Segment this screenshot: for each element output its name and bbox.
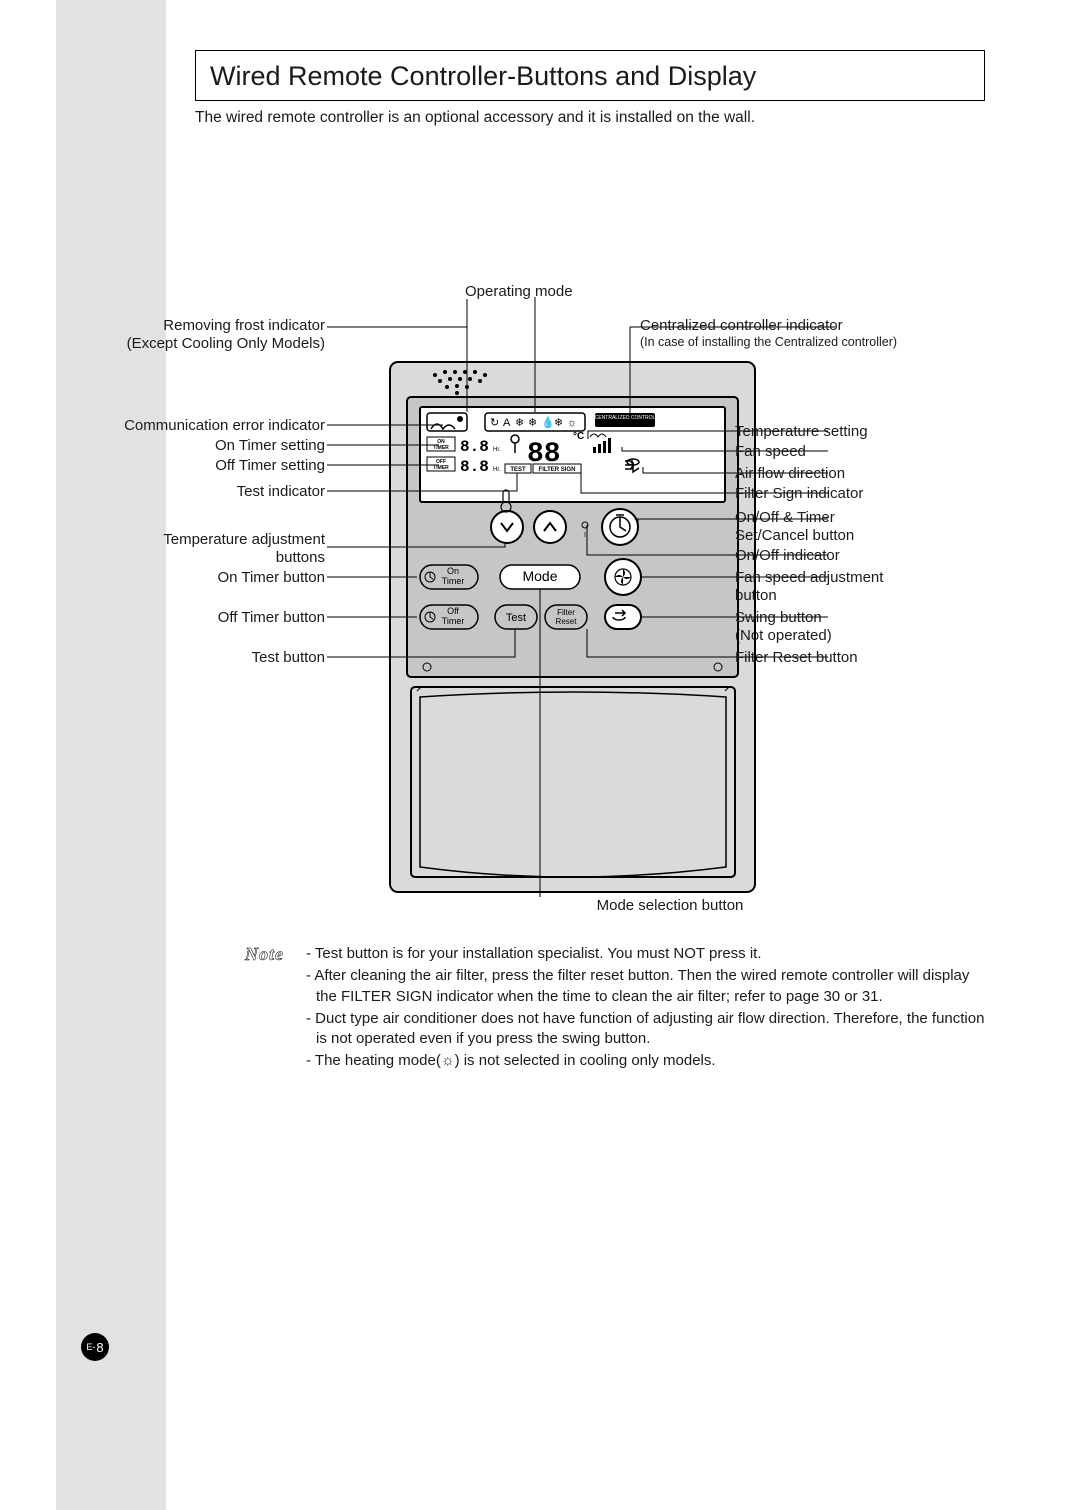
note-item: Test button is for your installation spe… [306, 944, 985, 964]
label-central-1: Centralized controller indicator [640, 317, 843, 336]
svg-text:❄: ❄ [515, 417, 524, 429]
svg-text:Hr.: Hr. [493, 447, 501, 453]
svg-text:Hr.: Hr. [493, 467, 501, 473]
label-fan-adj-2: button [735, 587, 777, 606]
label-on-timer-btn: On Timer button [217, 569, 325, 588]
label-comm-err: Communication error indicator [124, 417, 325, 436]
label-off-timer-set: Off Timer setting [215, 457, 325, 476]
svg-text:TIMER: TIMER [433, 465, 449, 471]
margin-bar [56, 0, 166, 1510]
label-temp-adj-1: Temperature adjustment [163, 531, 325, 550]
svg-text:❄: ❄ [528, 417, 537, 429]
label-on-timer-set: On Timer setting [215, 437, 325, 456]
svg-text:Timer: Timer [442, 576, 465, 586]
note-item: After cleaning the air filter, press the… [306, 966, 985, 1007]
svg-text:A: A [503, 417, 511, 429]
svg-text:☼: ☼ [567, 417, 577, 429]
svg-text:↻: ↻ [490, 417, 499, 429]
label-test-ind: Test indicator [237, 483, 325, 502]
label-swing-2: (Not operated) [735, 627, 832, 646]
page-content: Wired Remote Controller-Buttons and Disp… [195, 50, 985, 1074]
label-air-flow: Air flow direction [735, 465, 845, 484]
note-item: Duct type air conditioner does not have … [306, 1009, 985, 1050]
label-central-2: (In case of installing the Centralized c… [640, 335, 897, 351]
svg-text:Mode: Mode [522, 568, 557, 584]
svg-text:💧: 💧 [541, 416, 555, 429]
note-item: The heating mode(☼) is not selected in c… [306, 1051, 985, 1071]
svg-text:88: 88 [527, 439, 561, 470]
label-filter-reset: Filter Reset button [735, 649, 858, 668]
svg-text:°C: °C [573, 431, 584, 442]
label-swing-1: Swing button [735, 609, 822, 628]
svg-text:TIMER: TIMER [433, 445, 449, 451]
note-block: Note Test button is for your installatio… [245, 944, 985, 1074]
label-fan-speed: Fan speed [735, 443, 806, 462]
svg-text:Off: Off [447, 606, 459, 616]
svg-text:Reset: Reset [556, 617, 578, 626]
svg-text:8.8: 8.8 [460, 438, 489, 456]
label-fan-adj-1: Fan speed adjustment [735, 569, 883, 588]
svg-text:❄: ❄ [554, 417, 563, 429]
intro-text: The wired remote controller is an option… [195, 109, 985, 127]
label-temp-adj-2: buttons [276, 549, 325, 568]
diagram: ↻ A ❄ ❄ 💧 ❄ ☼ CENTRALIZED CONTROL ON TIM… [195, 167, 985, 907]
label-onoff-timer-2: Set/Cancel button [735, 527, 854, 546]
page-number: E-8 [81, 1333, 109, 1361]
svg-text:Timer: Timer [442, 616, 465, 626]
svg-text:Test: Test [506, 612, 526, 624]
label-onoff-ind: On/Off indicator [735, 547, 840, 566]
svg-text:I: I [584, 532, 586, 539]
title-box: Wired Remote Controller-Buttons and Disp… [195, 50, 985, 101]
page-title: Wired Remote Controller-Buttons and Disp… [210, 61, 970, 92]
label-temp-set: Temperature setting [735, 423, 868, 442]
svg-text:On: On [447, 566, 459, 576]
label-operating-mode: Operating mode [465, 283, 573, 302]
note-list: Test button is for your installation spe… [306, 944, 985, 1074]
svg-text:Filter: Filter [557, 608, 575, 617]
note-heading: Note [245, 944, 284, 1074]
label-frost-2: (Except Cooling Only Models) [127, 335, 325, 354]
label-frost-1: Removing frost indicator [163, 317, 325, 336]
label-onoff-timer-1: On/Off & Timer [735, 509, 835, 528]
label-test-btn: Test button [252, 649, 325, 668]
svg-text:CENTRALIZED CONTROL: CENTRALIZED CONTROL [595, 415, 656, 421]
svg-text:TEST: TEST [510, 467, 526, 473]
label-off-timer-btn: Off Timer button [218, 609, 325, 628]
svg-text:8.8: 8.8 [460, 458, 489, 476]
label-filter-sign: Filter Sign indicator [735, 485, 863, 504]
